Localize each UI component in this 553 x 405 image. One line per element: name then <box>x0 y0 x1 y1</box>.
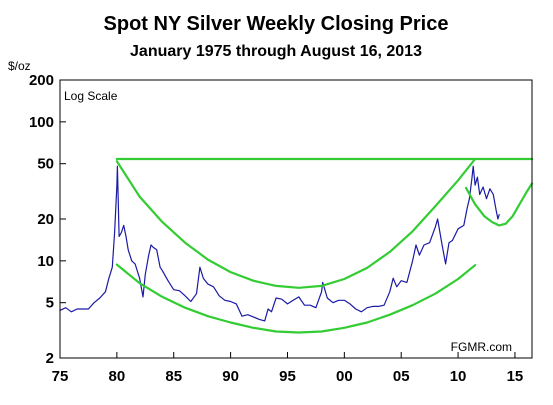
plot-area: 2 5 10 20 50 100 200 75 80 85 90 95 00 05 10 15 <box>29 72 534 385</box>
trend-line-4 <box>464 182 534 227</box>
trend-line-2 <box>115 157 477 289</box>
chart-subtitle: January 1975 through August 16, 2013 <box>130 43 422 60</box>
x-tick-label: 75 <box>52 368 69 385</box>
plot-frame <box>59 79 533 359</box>
x-tick-label: 00 <box>336 368 353 385</box>
x-tick-label: 05 <box>393 368 410 385</box>
price-series-line <box>59 165 500 322</box>
x-tick-label: 95 <box>279 368 296 385</box>
x-tick-label: 80 <box>109 368 126 385</box>
y-tick-label: 5 <box>46 295 54 312</box>
y-tick-label: 2 <box>46 350 54 367</box>
y-tick-label: 20 <box>37 211 54 228</box>
y-tick-label: 200 <box>29 72 54 89</box>
x-tick-label: 85 <box>165 368 182 385</box>
log-scale-label: Log Scale <box>64 89 118 103</box>
x-tick-label: 90 <box>222 368 239 385</box>
trend-line-3 <box>115 263 477 334</box>
y-tick-label: 100 <box>29 114 54 131</box>
y-tick-label: 50 <box>37 156 54 173</box>
source-label: FGMR.com <box>451 340 512 354</box>
chart-title: Spot NY Silver Weekly Closing Price <box>104 13 449 35</box>
data-lines <box>59 157 534 334</box>
x-tick-label: 10 <box>450 368 467 385</box>
axis-ticks: 2 5 10 20 50 100 200 75 80 85 90 95 00 05 10 15 <box>29 72 523 385</box>
y-axis-unit-label: $/oz <box>8 59 31 73</box>
y-tick-label: 10 <box>37 253 54 270</box>
x-tick-label: 15 <box>507 368 524 385</box>
